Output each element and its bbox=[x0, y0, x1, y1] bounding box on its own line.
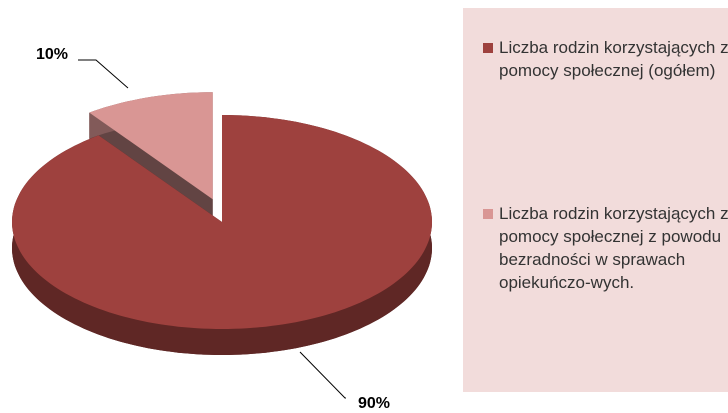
chart: 90% 10% bbox=[12, 46, 432, 412]
slice-top bbox=[12, 115, 432, 329]
legend-item: Liczba rodzin korzystających z pomocy sp… bbox=[483, 36, 728, 82]
legend-item: Liczba rodzin korzystających z pomocy sp… bbox=[483, 202, 728, 294]
legend: Liczba rodzin korzystających z pomocy sp… bbox=[463, 8, 728, 392]
leader-line bbox=[299, 351, 346, 399]
data-label: 10% bbox=[36, 46, 68, 63]
data-label: 90% bbox=[358, 395, 390, 412]
legend-swatch bbox=[483, 43, 493, 53]
pie-slice bbox=[12, 115, 432, 355]
slice-top bbox=[89, 92, 213, 200]
leader-line bbox=[78, 59, 129, 89]
legend-swatch bbox=[483, 209, 493, 219]
legend-label: Liczba rodzin korzystających z pomocy sp… bbox=[499, 204, 728, 292]
legend-label: Liczba rodzin korzystających z pomocy sp… bbox=[499, 38, 728, 80]
